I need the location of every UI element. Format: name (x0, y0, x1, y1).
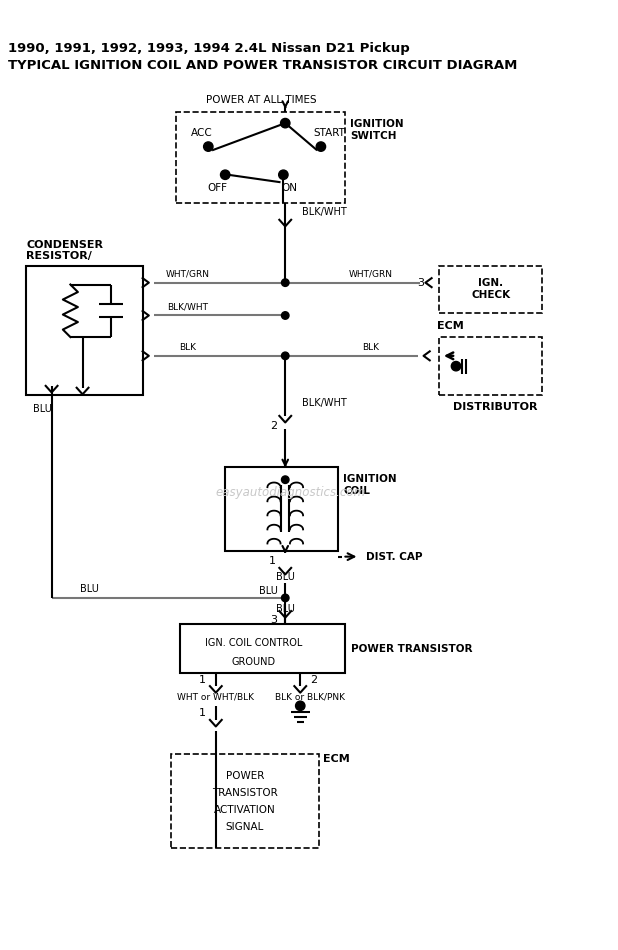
Circle shape (203, 142, 213, 151)
Bar (171, 753, 319, 847)
Text: BLU: BLU (259, 586, 278, 597)
Circle shape (451, 361, 460, 370)
Text: TYPICAL IGNITION COIL AND POWER TRANSISTOR CIRCUIT DIAGRAM: TYPICAL IGNITION COIL AND POWER TRANSIST… (7, 59, 517, 72)
Text: ACTIVATION: ACTIVATION (214, 805, 276, 815)
Text: OFF: OFF (208, 183, 227, 193)
Circle shape (221, 170, 230, 180)
Text: 1990, 1991, 1992, 1993, 1994 2.4L Nissan D21 Pickup: 1990, 1991, 1992, 1993, 1994 2.4L Nissan… (7, 43, 409, 55)
Text: TRANSISTOR: TRANSISTOR (212, 788, 277, 798)
Text: POWER: POWER (226, 771, 264, 781)
Text: easyautodiagnostics.com: easyautodiagnostics.com (216, 486, 366, 500)
Text: BLU: BLU (276, 604, 295, 615)
Text: DISTRIBUTOR: DISTRIBUTOR (453, 402, 538, 411)
Text: BLK: BLK (362, 343, 379, 352)
Text: WHT/GRN: WHT/GRN (166, 270, 210, 278)
Text: WHT or WHT/BLK: WHT or WHT/BLK (177, 693, 255, 702)
Text: 3: 3 (417, 277, 424, 288)
Text: 1: 1 (199, 674, 206, 685)
Text: SIGNAL: SIGNAL (226, 822, 264, 832)
Text: BLK/WHT: BLK/WHT (302, 398, 347, 408)
Text: WHT/GRN: WHT/GRN (349, 270, 392, 278)
Circle shape (281, 476, 289, 484)
Circle shape (281, 119, 290, 128)
Text: ON: ON (281, 183, 297, 193)
Text: BLU: BLU (33, 405, 52, 414)
Text: START: START (313, 128, 345, 139)
Text: 2: 2 (271, 421, 277, 431)
Circle shape (279, 170, 288, 180)
Text: BLU: BLU (276, 572, 295, 582)
Circle shape (281, 352, 289, 360)
Text: BLK: BLK (179, 343, 196, 352)
Text: IGNITION
COIL: IGNITION COIL (344, 474, 397, 496)
Circle shape (281, 279, 289, 286)
Text: GROUND: GROUND (231, 656, 276, 667)
Text: ACC: ACC (192, 128, 213, 139)
Text: ECM: ECM (323, 753, 350, 764)
Text: RESISTOR/: RESISTOR/ (27, 252, 92, 261)
Text: IGNITION
SWITCH: IGNITION SWITCH (350, 120, 404, 141)
Text: IGN. COIL CONTROL: IGN. COIL CONTROL (205, 638, 302, 648)
Circle shape (281, 312, 289, 319)
Text: BLU: BLU (80, 584, 99, 595)
Circle shape (295, 701, 305, 711)
Text: 2: 2 (310, 674, 317, 685)
Bar (176, 112, 345, 203)
Text: 3: 3 (271, 616, 277, 625)
Text: ECM: ECM (438, 321, 464, 331)
Text: CONDENSER: CONDENSER (27, 240, 103, 250)
Circle shape (316, 142, 326, 151)
Bar (439, 337, 543, 395)
Text: POWER AT ALL TIMES: POWER AT ALL TIMES (206, 95, 316, 104)
Text: 1: 1 (199, 709, 206, 718)
Bar (180, 624, 345, 673)
Text: BLK or BLK/PNK: BLK or BLK/PNK (274, 693, 345, 702)
Text: DIST. CAP: DIST. CAP (366, 552, 423, 561)
Text: IGN.
CHECK: IGN. CHECK (471, 278, 510, 300)
Text: BLK/WHT: BLK/WHT (302, 207, 347, 218)
Text: 1: 1 (269, 557, 276, 566)
Bar (439, 266, 543, 313)
Text: POWER TRANSISTOR: POWER TRANSISTOR (351, 643, 472, 654)
Bar (225, 466, 338, 551)
Text: BLK/WHT: BLK/WHT (167, 302, 208, 312)
Circle shape (281, 594, 289, 601)
Bar (27, 266, 143, 395)
